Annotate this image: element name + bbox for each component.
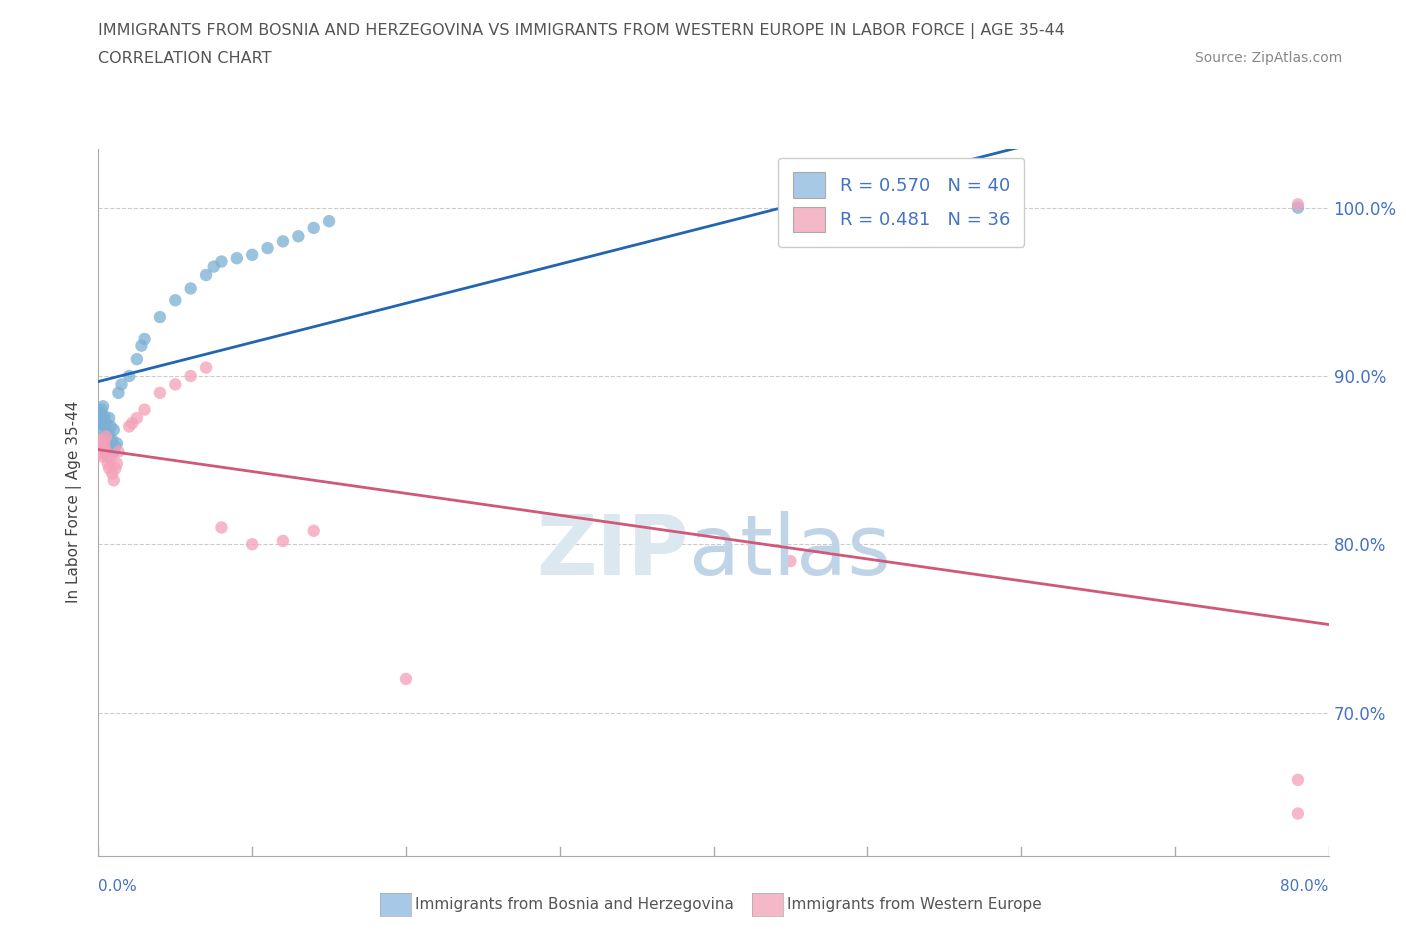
Text: atlas: atlas: [689, 512, 890, 592]
Point: [180, 368, 202, 383]
Point: [94, 445, 117, 459]
Point: [100, 439, 122, 454]
Point: [202, 259, 225, 274]
Point: [98, 428, 121, 443]
Point: [93, 432, 115, 447]
Point: [1286, 197, 1309, 212]
Point: [302, 220, 325, 235]
Point: [90, 436, 112, 451]
Point: [89, 422, 111, 437]
Point: [100, 419, 122, 434]
Point: [101, 466, 124, 481]
Point: [101, 432, 124, 447]
Text: Immigrants from Western Europe: Immigrants from Western Europe: [787, 897, 1042, 912]
Text: CORRELATION CHART: CORRELATION CHART: [98, 51, 271, 66]
Point: [97, 436, 120, 451]
Point: [89, 432, 111, 447]
Point: [94, 428, 117, 443]
Point: [165, 293, 187, 308]
Point: [395, 671, 418, 686]
Point: [779, 553, 801, 568]
Point: [103, 422, 125, 437]
Point: [91, 399, 114, 414]
Point: [195, 268, 218, 283]
Point: [118, 368, 141, 383]
Legend: R = 0.570   N = 40, R = 0.481   N = 36: R = 0.570 N = 40, R = 0.481 N = 36: [778, 158, 1025, 246]
Point: [94, 429, 117, 444]
Point: [103, 472, 125, 487]
Point: [90, 446, 112, 461]
Point: [89, 405, 111, 420]
Point: [149, 310, 172, 325]
Point: [97, 456, 120, 471]
Point: [118, 419, 141, 434]
Point: [256, 241, 278, 256]
Point: [125, 411, 148, 426]
Point: [103, 445, 125, 459]
Point: [134, 402, 156, 417]
Point: [125, 352, 148, 366]
Point: [107, 445, 129, 459]
Point: [89, 439, 111, 454]
Point: [93, 419, 115, 434]
Point: [211, 520, 233, 535]
Point: [90, 416, 112, 431]
Text: 0.0%: 0.0%: [98, 879, 138, 894]
Point: [1286, 806, 1309, 821]
Point: [271, 234, 294, 249]
Point: [134, 331, 156, 346]
Point: [287, 229, 309, 244]
Point: [195, 360, 218, 375]
Point: [302, 524, 325, 538]
Point: [1286, 773, 1309, 788]
Point: [91, 443, 114, 458]
Point: [93, 439, 115, 454]
Point: [104, 461, 127, 476]
Text: Source: ZipAtlas.com: Source: ZipAtlas.com: [1195, 51, 1343, 65]
Point: [90, 402, 112, 417]
Point: [225, 251, 247, 266]
Text: Immigrants from Bosnia and Herzegovina: Immigrants from Bosnia and Herzegovina: [415, 897, 734, 912]
Point: [104, 439, 127, 454]
Point: [131, 339, 153, 353]
Point: [105, 456, 128, 471]
Point: [121, 416, 143, 431]
Point: [1286, 200, 1309, 215]
Point: [240, 537, 263, 551]
Text: ZIP: ZIP: [537, 512, 689, 592]
Point: [165, 377, 187, 392]
Point: [180, 281, 202, 296]
Point: [149, 385, 172, 400]
Text: IMMIGRANTS FROM BOSNIA AND HERZEGOVINA VS IMMIGRANTS FROM WESTERN EUROPE IN LABO: IMMIGRANTS FROM BOSNIA AND HERZEGOVINA V…: [98, 23, 1066, 39]
Point: [94, 416, 117, 431]
Point: [98, 461, 121, 476]
Point: [211, 254, 233, 269]
Point: [110, 377, 132, 392]
Text: 80.0%: 80.0%: [1281, 879, 1329, 894]
Point: [91, 449, 114, 464]
Y-axis label: In Labor Force | Age 35-44: In Labor Force | Age 35-44: [66, 401, 83, 604]
Point: [105, 436, 128, 451]
Point: [93, 409, 115, 424]
Point: [98, 411, 121, 426]
Point: [240, 247, 263, 262]
Point: [91, 411, 114, 426]
Point: [97, 449, 120, 464]
Point: [318, 214, 340, 229]
Point: [100, 453, 122, 468]
Point: [271, 534, 294, 549]
Point: [107, 385, 129, 400]
